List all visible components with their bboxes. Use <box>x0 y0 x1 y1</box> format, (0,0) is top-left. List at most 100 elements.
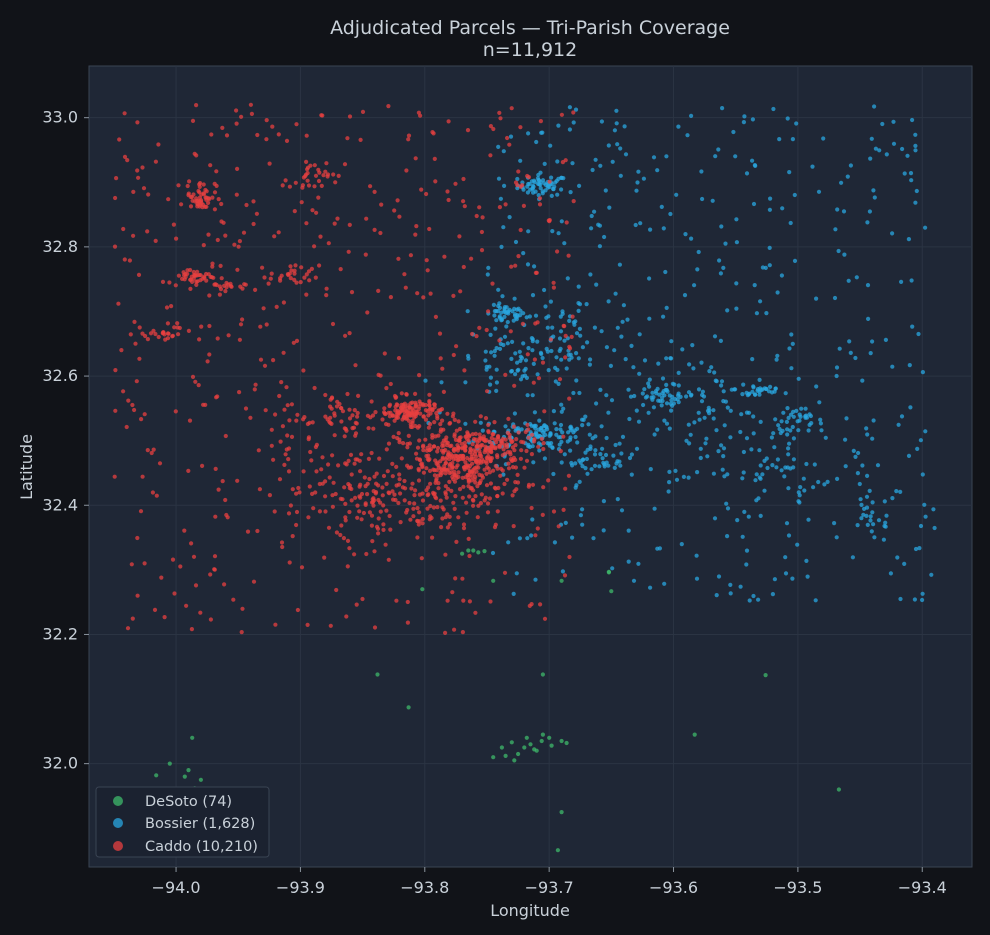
point-caddo <box>197 195 202 200</box>
point-caddo <box>182 528 187 533</box>
point-bossier <box>535 372 540 377</box>
point-caddo <box>418 113 423 118</box>
point-bossier <box>782 474 787 479</box>
point-caddo <box>407 411 412 416</box>
point-caddo <box>329 406 334 411</box>
point-caddo <box>482 498 487 503</box>
point-caddo <box>427 407 432 412</box>
point-caddo <box>445 598 450 603</box>
point-caddo <box>436 486 441 491</box>
point-caddo <box>300 185 305 190</box>
point-caddo <box>426 425 431 430</box>
point-bossier <box>923 225 928 230</box>
point-caddo <box>474 458 479 463</box>
point-caddo <box>125 158 130 163</box>
point-bossier <box>651 395 656 400</box>
point-bossier <box>883 337 889 342</box>
point-caddo <box>402 498 407 503</box>
point-caddo <box>112 474 117 479</box>
point-caddo <box>413 414 418 419</box>
point-caddo <box>187 179 192 184</box>
point-caddo <box>326 241 331 246</box>
grid <box>89 66 972 867</box>
point-caddo <box>486 309 491 314</box>
point-bossier <box>571 390 576 396</box>
point-bossier <box>521 251 526 256</box>
point-bossier <box>592 463 598 468</box>
point-bossier <box>640 391 645 396</box>
point-desoto <box>609 589 614 594</box>
point-caddo <box>519 448 524 453</box>
point-caddo <box>421 448 426 453</box>
point-bossier <box>714 593 719 598</box>
point-caddo <box>292 209 297 214</box>
point-caddo <box>398 491 403 496</box>
point-caddo <box>262 275 267 280</box>
point-caddo <box>197 190 202 195</box>
point-caddo <box>176 183 181 188</box>
point-bossier <box>717 258 722 263</box>
point-bossier <box>542 287 547 293</box>
point-bossier <box>615 325 620 330</box>
point-bossier <box>729 387 734 392</box>
point-bossier <box>480 428 485 433</box>
point-caddo <box>424 453 429 459</box>
point-caddo <box>280 544 285 550</box>
point-caddo <box>251 221 256 227</box>
point-bossier <box>862 506 867 511</box>
point-caddo <box>393 408 398 413</box>
point-caddo <box>451 352 456 358</box>
point-bossier <box>573 434 578 440</box>
point-bossier <box>530 393 535 398</box>
point-caddo <box>129 562 134 567</box>
point-bossier <box>552 540 558 545</box>
point-bossier <box>710 198 715 203</box>
data-points <box>112 102 937 853</box>
point-bossier <box>530 517 535 522</box>
point-caddo <box>404 392 409 397</box>
point-caddo <box>206 200 211 205</box>
point-caddo <box>433 179 438 184</box>
point-bossier <box>604 393 609 398</box>
point-caddo <box>153 331 158 337</box>
point-caddo <box>427 443 432 448</box>
point-caddo <box>486 422 491 428</box>
point-caddo <box>299 200 304 205</box>
point-bossier <box>876 518 882 523</box>
point-bossier <box>568 435 573 440</box>
point-caddo <box>338 532 343 538</box>
point-bossier <box>664 401 670 406</box>
point-bossier <box>792 192 797 198</box>
point-bossier <box>637 371 642 376</box>
point-bossier <box>846 278 851 283</box>
point-caddo <box>326 462 331 467</box>
point-bossier <box>699 360 704 365</box>
point-bossier <box>532 264 537 269</box>
point-bossier <box>780 428 785 433</box>
point-bossier <box>853 454 858 459</box>
point-bossier <box>629 343 634 348</box>
point-caddo <box>241 230 247 235</box>
point-bossier <box>872 535 877 540</box>
point-caddo <box>415 291 420 296</box>
point-caddo <box>524 458 530 463</box>
point-caddo <box>372 474 377 479</box>
point-caddo <box>367 510 372 515</box>
point-bossier <box>501 472 506 477</box>
point-caddo <box>456 470 461 475</box>
point-caddo <box>347 486 352 491</box>
point-caddo <box>240 286 245 291</box>
point-caddo <box>309 266 314 271</box>
point-caddo <box>443 484 448 489</box>
point-bossier <box>741 382 746 387</box>
point-caddo <box>524 448 529 454</box>
point-caddo <box>376 497 381 503</box>
point-caddo <box>510 445 515 450</box>
point-bossier <box>870 510 875 515</box>
point-bossier <box>910 117 915 123</box>
point-caddo <box>402 478 407 484</box>
point-bossier <box>676 124 681 129</box>
point-caddo <box>139 417 144 422</box>
point-desoto <box>539 738 544 744</box>
point-caddo <box>447 453 452 458</box>
